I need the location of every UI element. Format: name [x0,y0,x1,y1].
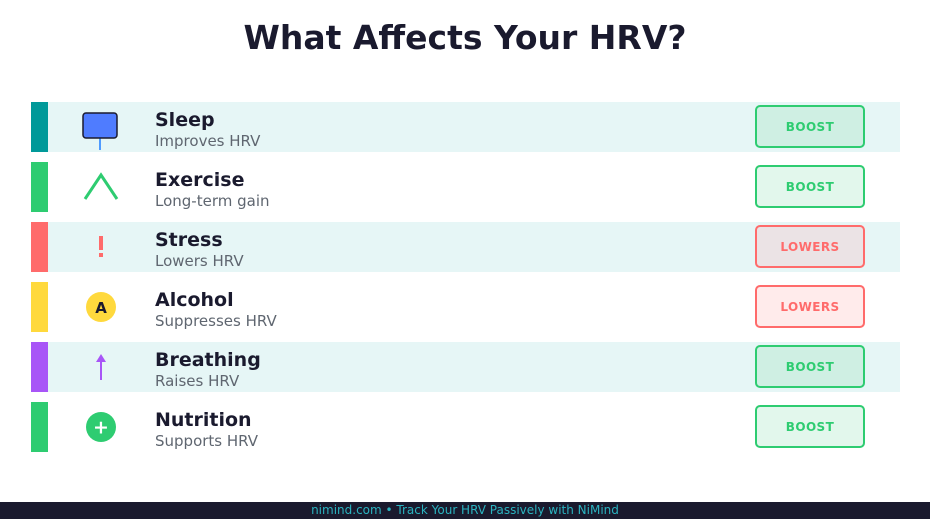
sleep-icon [81,102,121,152]
footer-bar: nimind.com • Track Your HRV Passively wi… [0,502,930,519]
lowers-badge: LOWERS [755,225,865,268]
list-item: + Nutrition Supports HRV BOOST [31,402,900,452]
exclamation-icon [81,222,121,272]
list-item: Breathing Raises HRV BOOST [31,342,900,392]
list-item: Sleep Improves HRV BOOST [31,102,900,152]
alcohol-a-icon: A [81,282,121,332]
nutrition-icon-symbol: + [93,417,109,439]
plus-circle-icon: + [81,402,121,452]
factor-name: Sleep [155,109,215,131]
factor-description: Supports HRV [155,432,259,450]
color-bar [31,222,48,272]
lowers-badge: LOWERS [755,285,865,328]
up-arrow-icon [81,342,121,392]
list-item: Exercise Long-term gain BOOST [31,162,900,212]
boost-badge: BOOST [755,405,865,448]
color-bar [31,162,48,212]
boost-badge: BOOST [755,345,865,388]
boost-badge: BOOST [755,105,865,148]
boost-badge: BOOST [755,165,865,208]
factor-description: Suppresses HRV [155,312,277,330]
factor-name: Nutrition [155,409,252,431]
color-bar [31,402,48,452]
page-title: What Affects Your HRV? [243,18,687,57]
list-item: A Alcohol Suppresses HRV LOWERS [31,282,900,332]
factor-list: Sleep Improves HRV BOOST Exercise Long-t… [31,102,900,462]
color-bar [31,282,48,332]
color-bar [31,102,48,152]
list-item: Stress Lowers HRV LOWERS [31,222,900,272]
alcohol-icon-letter: A [95,299,107,317]
factor-name: Exercise [155,169,245,191]
factor-name: Alcohol [155,289,234,311]
caret-up-icon [81,162,121,212]
factor-description: Improves HRV [155,132,261,150]
factor-name: Stress [155,229,223,251]
factor-description: Long-term gain [155,192,270,210]
factor-name: Breathing [155,349,261,371]
color-bar [31,342,48,392]
factor-description: Lowers HRV [155,252,244,270]
factor-description: Raises HRV [155,372,240,390]
